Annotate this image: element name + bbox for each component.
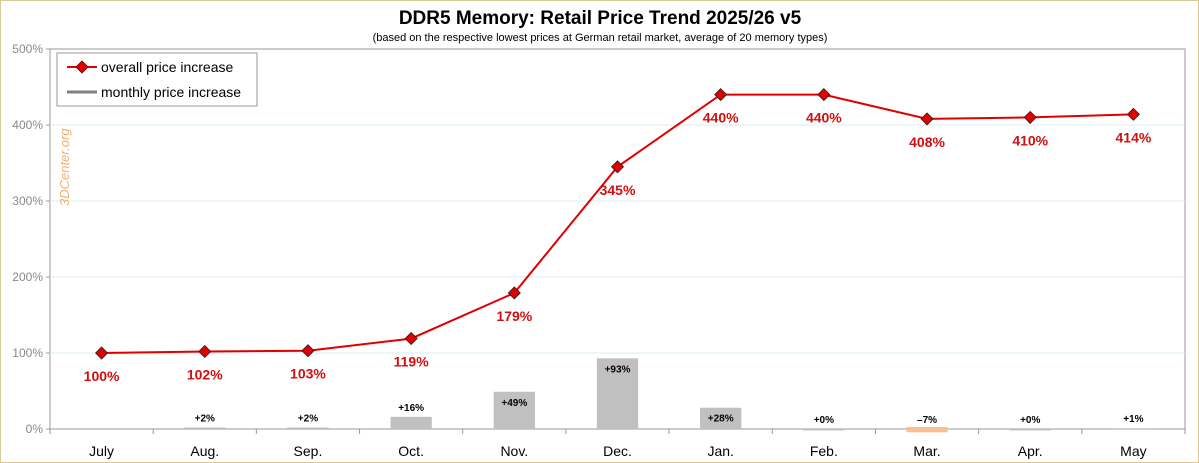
overall-data-label: 119% xyxy=(394,354,430,370)
overall-point xyxy=(817,88,831,102)
gridlines xyxy=(50,124,1185,354)
monthly-bar xyxy=(287,427,329,429)
y-axis-ticks: 0% 100% 200% 300% 400% 500% xyxy=(12,42,50,436)
overall-point xyxy=(714,88,728,102)
x-tick-label: Sep. xyxy=(294,443,323,459)
monthly-bars xyxy=(184,358,1155,433)
overall-markers xyxy=(95,88,1140,360)
monthly-bar xyxy=(390,416,432,429)
monthly-bar xyxy=(184,427,226,429)
x-tick-label: Jan. xyxy=(707,443,733,459)
overall-point xyxy=(95,346,109,360)
chart-subtitle: (based on the respective lowest prices a… xyxy=(373,32,828,44)
monthly-bar xyxy=(906,427,948,433)
legend-label-overall: overall price increase xyxy=(101,59,233,75)
legend-label-monthly: monthly price increase xyxy=(101,84,241,100)
monthly-bar-label: +1% xyxy=(1123,414,1143,425)
monthly-bar-label: +16% xyxy=(398,403,424,414)
overall-data-label: 440% xyxy=(806,110,842,126)
y-tick-label: 0% xyxy=(26,422,44,436)
overall-point xyxy=(404,331,418,346)
overall-point xyxy=(301,344,315,358)
monthly-bar-label: +93% xyxy=(605,364,631,375)
x-tick-label: Dec. xyxy=(603,443,632,459)
monthly-bar xyxy=(596,358,639,429)
monthly-bar-label: +2% xyxy=(298,413,318,424)
monthly-bar xyxy=(700,407,742,429)
overall-point xyxy=(920,112,934,126)
monthly-bar-label: +28% xyxy=(708,414,734,425)
monthly-bar xyxy=(493,391,535,429)
overall-point xyxy=(610,160,625,174)
overall-point xyxy=(1126,107,1140,121)
x-tick-label: Feb. xyxy=(810,443,838,459)
x-tick-label: Aug. xyxy=(190,443,219,459)
x-tick-label: May xyxy=(1120,443,1146,459)
monthly-bar-label: +2% xyxy=(195,413,215,424)
overall-point xyxy=(1023,110,1037,124)
legend-diamond-icon xyxy=(75,60,89,74)
monthly-bar-label: +49% xyxy=(501,398,527,409)
overall-data-labels: 100% 102% 103% 119% 179% 345% 440% 440% 408% 410%… xyxy=(84,110,1152,384)
y-tick-label: 500% xyxy=(12,42,43,56)
overall-data-label: 179% xyxy=(496,308,532,324)
monthly-bar xyxy=(1112,428,1155,430)
chart-title: DDR5 Memory: Retail Price Trend 2025/26 … xyxy=(399,8,802,29)
x-tick-label: Apr. xyxy=(1018,443,1043,459)
y-tick-label: 400% xyxy=(12,118,43,132)
overall-data-label: 345% xyxy=(600,182,636,198)
y-tick-label: 200% xyxy=(12,270,43,284)
monthly-bar xyxy=(1009,429,1051,431)
overall-data-label: 103% xyxy=(290,366,326,382)
monthly-bar-label: –7% xyxy=(917,415,937,426)
overall-data-label: 408% xyxy=(909,134,945,150)
overall-data-label: 410% xyxy=(1012,132,1048,148)
x-tick-label: Nov. xyxy=(500,443,528,459)
monthly-bar xyxy=(803,429,845,431)
legend: overall price increase monthly price inc… xyxy=(56,52,258,107)
y-tick-label: 300% xyxy=(12,194,43,208)
legend-box xyxy=(56,52,258,107)
x-tick-label: Mar. xyxy=(913,443,940,459)
overall-point xyxy=(198,344,212,359)
overall-data-label: 100% xyxy=(84,368,120,384)
overall-data-label: 102% xyxy=(187,366,223,382)
y-tick-label: 100% xyxy=(12,346,43,360)
monthly-bar-labels: +2% +2% +16% +49% +93% +28% +0% –7% +0% +1% xyxy=(195,364,1144,426)
watermark-text: 3DCenter.org xyxy=(57,128,72,206)
overall-point xyxy=(507,286,521,300)
monthly-bar-label: +0% xyxy=(1020,415,1040,426)
monthly-bar-label: +0% xyxy=(814,415,834,426)
x-axis-ticks: July Aug. Sep. Oct. Nov. Dec. Jan. Feb. Mar. Apr.… xyxy=(49,429,1186,459)
overall-data-label: 440% xyxy=(703,110,739,126)
x-tick-label: July xyxy=(89,443,114,459)
x-tick-label: Oct. xyxy=(398,443,424,459)
overall-data-label: 414% xyxy=(1116,129,1152,145)
